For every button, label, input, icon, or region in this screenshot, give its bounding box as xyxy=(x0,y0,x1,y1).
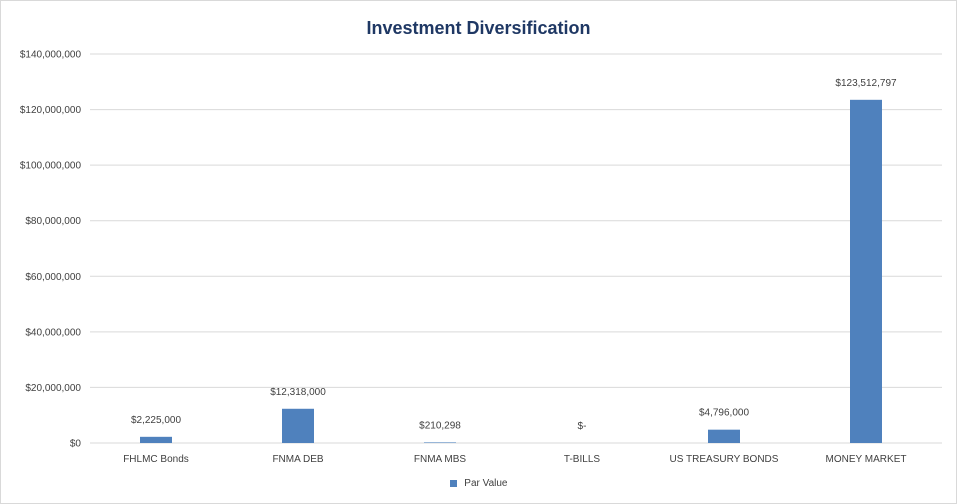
bar xyxy=(850,99,882,444)
data-label: $4,796,000 xyxy=(699,408,749,419)
y-tick-label: $60,000,000 xyxy=(25,272,81,283)
bar xyxy=(424,442,456,443)
y-tick-label: $20,000,000 xyxy=(25,383,81,394)
y-axis-tick-labels: $0 $20,000,000 $40,000,000 $60,000,000 $80,0… xyxy=(20,50,82,450)
bar xyxy=(140,436,172,443)
bar xyxy=(708,429,740,443)
y-tick-label: $140,000,000 xyxy=(20,50,82,61)
y-tick-label: $120,000,000 xyxy=(20,105,82,116)
x-tick-label: FNMA DEB xyxy=(272,454,323,465)
x-tick-label: T-BILLS xyxy=(564,454,600,465)
legend: Par Value xyxy=(0,478,957,489)
x-tick-label: FNMA MBS xyxy=(414,454,467,465)
data-label: $12,318,000 xyxy=(270,387,326,398)
x-tick-label: MONEY MARKET xyxy=(826,454,907,465)
legend-swatch xyxy=(449,480,457,487)
chart-title: Investment Diversification xyxy=(366,18,591,38)
bar xyxy=(282,408,314,443)
y-tick-label: $80,000,000 xyxy=(25,216,81,227)
x-tick-label: US TREASURY BONDS xyxy=(670,454,779,465)
data-label: $123,512,797 xyxy=(835,78,897,89)
bars xyxy=(140,99,882,444)
legend-label-par-value: Par Value xyxy=(464,478,508,489)
data-label: $210,298 xyxy=(419,420,461,431)
data-labels: $2,225,000 $12,318,000 $210,298 $- $4,796,00… xyxy=(131,78,897,432)
y-tick-label: $0 xyxy=(70,439,82,450)
x-axis-tick-labels: FHLMC Bonds FNMA DEB FNMA MBS T-BILLS US TRE… xyxy=(123,454,906,465)
gridlines xyxy=(90,53,942,444)
x-tick-label: FHLMC Bonds xyxy=(123,454,189,465)
y-tick-label: $100,000,000 xyxy=(20,161,82,172)
data-label: $- xyxy=(578,421,587,432)
data-label: $2,225,000 xyxy=(131,415,181,426)
y-tick-label: $40,000,000 xyxy=(25,327,81,338)
